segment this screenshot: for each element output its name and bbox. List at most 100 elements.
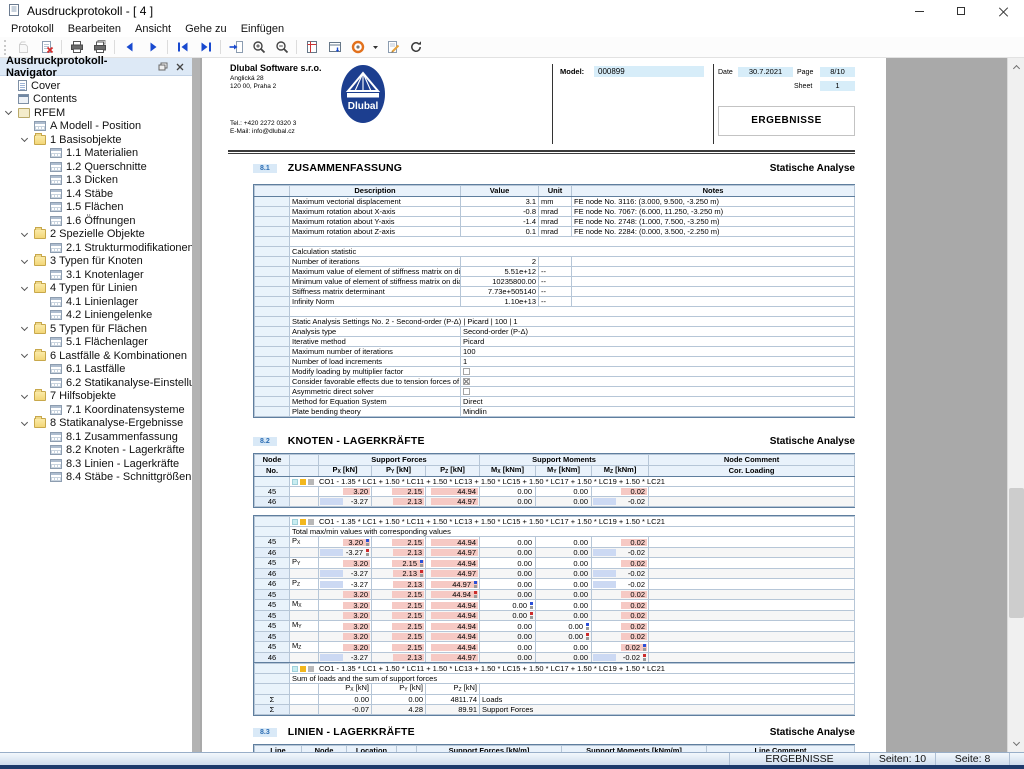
value-cell: 3.20 [318, 557, 372, 569]
first-page-button[interactable] [171, 38, 194, 57]
last-page-button[interactable] [194, 38, 217, 57]
color-settings-dropdown[interactable] [369, 38, 381, 57]
navigator-float-button[interactable] [155, 60, 171, 74]
tree-item-1-6-ffnungen[interactable]: 1.6 Öffnungen [0, 214, 192, 228]
analysis-type-label: Statische Analyse [769, 726, 855, 738]
tree-item-3-typen-f-r-knoten[interactable]: 3 Typen für Knoten [0, 254, 192, 269]
goto-page-button[interactable] [224, 38, 247, 57]
value-cell: -3.27 [318, 652, 372, 663]
close-protocol-button[interactable] [35, 38, 58, 57]
analysis-type-label: Statische Analyse [769, 162, 855, 174]
contents-icon [18, 94, 29, 105]
expander-icon[interactable] [20, 350, 29, 359]
document-viewer: Dlubal Software s.r.o. Anglická 28 120 0… [200, 58, 1024, 752]
menu-bearbeiten[interactable]: Bearbeiten [67, 23, 122, 35]
column-header [396, 745, 417, 752]
tree-item-8-3-linien-lagerkr-fte[interactable]: 8.3 Linien - Lagerkräfte [0, 457, 192, 471]
tree-item-6-2-statikanalyse-einstellungen[interactable]: 6.2 Statikanalyse-Einstellungen [0, 376, 192, 390]
tree-item-3-1-knotenlager[interactable]: 3.1 Knotenlager [0, 268, 192, 282]
table-icon [50, 404, 62, 415]
expander-icon[interactable] [20, 283, 29, 291]
column-header: Node [301, 745, 347, 752]
tree-item-4-typen-f-r-linien[interactable]: 4 Typen für Linien [0, 281, 192, 296]
scrollbar-thumb[interactable] [1009, 488, 1024, 618]
expander-icon[interactable] [20, 323, 29, 332]
tree-item-8-statikanalyse-ergebnisse[interactable]: 8 Statikanalyse-Ergebnisse [0, 416, 192, 431]
tree-item-1-4-st-be[interactable]: 1.4 Stäbe [0, 187, 192, 201]
value-cell: 44.94 [425, 620, 480, 632]
tree-item-label: 1.2 Querschnitte [66, 160, 147, 173]
tree-item-label: 4 Typen für Linien [50, 282, 138, 295]
menu-gehe-zu[interactable]: Gehe zu [185, 23, 227, 35]
expander-icon[interactable] [20, 134, 29, 143]
magnitude-bar [621, 612, 647, 619]
expander-icon[interactable] [20, 391, 29, 399]
expander-icon[interactable] [20, 418, 29, 426]
tree-item-1-basisobjekte[interactable]: 1 Basisobjekte [0, 132, 192, 147]
print-button[interactable] [65, 38, 88, 57]
tree-item-6-1-lastf-lle[interactable]: 6.1 Lastfälle [0, 363, 192, 377]
color-settings-button[interactable] [346, 38, 369, 57]
scroll-down-button[interactable] [1008, 735, 1024, 752]
status-resize-grip[interactable] [1010, 753, 1024, 765]
node-maxmin-table: CO1 - 1.35 * LC1 + 1.50 * LC11 + 1.50 * … [253, 515, 856, 664]
tree-item-8-4-st-be-schnittgr-en-quersc[interactable]: 8.4 Stäbe - Schnittgrößen quersc... [0, 471, 192, 485]
tree-item-1-1-materialien[interactable]: 1.1 Materialien [0, 147, 192, 161]
toolbar-grip[interactable] [4, 39, 8, 55]
page-setup-button[interactable] [300, 38, 323, 57]
node-sums-table: CO1 - 1.35 * LC1 + 1.50 * LC11 + 1.50 * … [253, 662, 856, 716]
tree-item-5-1-fl-chenlager[interactable]: 5.1 Flächenlager [0, 336, 192, 350]
display-properties-button[interactable] [323, 38, 346, 57]
vertical-scrollbar[interactable] [1007, 58, 1024, 752]
print-batch-button[interactable] [88, 38, 111, 57]
tree-item-1-2-querschnitte[interactable]: 1.2 Querschnitte [0, 160, 192, 174]
zoom-out-button[interactable] [270, 38, 293, 57]
close-button[interactable] [982, 0, 1024, 22]
expander-icon[interactable] [20, 229, 29, 237]
menu-protokoll[interactable]: Protokoll [11, 23, 54, 35]
tree-item-5-typen-f-r-fl-chen[interactable]: 5 Typen für Flächen [0, 321, 192, 336]
tree-item-cover[interactable]: Cover [0, 79, 192, 93]
panel-splitter[interactable] [192, 58, 200, 752]
tree-item-1-3-dicken[interactable]: 1.3 Dicken [0, 174, 192, 188]
tree-item-a-modell-position[interactable]: A Modell - Position [0, 120, 192, 134]
magnitude-bar [593, 580, 616, 588]
magnitude-bar [621, 538, 647, 546]
tree-item-8-2-knoten-lagerkr-fte[interactable]: 8.2 Knoten - Lagerkräfte [0, 444, 192, 458]
chevron-up-icon [1012, 64, 1021, 72]
tree-item-7-hilfsobjekte[interactable]: 7 Hilfsobjekte [0, 389, 192, 404]
tree-item-4-1-linienlager[interactable]: 4.1 Linienlager [0, 295, 192, 309]
tree-item-rfem[interactable]: RFEM [0, 106, 192, 120]
tree-item-7-1-koordinatensysteme[interactable]: 7.1 Koordinatensysteme [0, 403, 192, 417]
menu-ansicht[interactable]: Ansicht [135, 23, 172, 35]
tree-item-contents[interactable]: Contents [0, 93, 192, 107]
menu-einf-gen[interactable]: Einfügen [240, 23, 285, 35]
value-cell: 44.94 [425, 536, 480, 548]
prev-page-button[interactable] [118, 38, 141, 57]
zoom-in-button[interactable] [247, 38, 270, 57]
titlebar: Ausdruckprotokoll - [ 4 ] [0, 0, 1024, 22]
expander-icon[interactable] [4, 107, 13, 116]
window-title: Ausdruckprotokoll - [ 4 ] [27, 4, 154, 18]
magnitude-bar [621, 643, 647, 651]
tree-item-6-lastf-lle-kombinationen[interactable]: 6 Lastfälle & Kombinationen [0, 348, 192, 363]
table-row: Number of load increments 1 [254, 356, 855, 367]
expander-icon[interactable] [20, 256, 29, 264]
edit-header-button[interactable] [381, 38, 404, 57]
tree-item-2-spezielle-objekte[interactable]: 2 Spezielle Objekte [0, 227, 192, 242]
tree-item-8-1-zusammenfassung[interactable]: 8.1 Zusammenfassung [0, 430, 192, 444]
minimize-button[interactable] [898, 0, 940, 22]
tree-item-2-1-strukturmodifikationen[interactable]: 2.1 Strukturmodifikationen [0, 241, 192, 255]
maximize-button[interactable] [940, 0, 982, 22]
magnitude-bar [392, 538, 424, 546]
tree-item-1-5-fl-chen[interactable]: 1.5 Flächen [0, 201, 192, 215]
value-cell: -3.27 [318, 496, 372, 507]
tree-item-4-2-liniengelenke[interactable]: 4.2 Liniengelenke [0, 309, 192, 323]
report-header: Dlubal Software s.r.o. Anglická 28 120 0… [228, 62, 855, 148]
open-protocol-button[interactable] [12, 38, 35, 57]
navigator-close-button[interactable] [172, 60, 188, 74]
refresh-button[interactable] [404, 38, 427, 57]
extreme-max-indicator [643, 643, 646, 651]
scroll-up-button[interactable] [1008, 58, 1024, 75]
next-page-button[interactable] [141, 38, 164, 57]
